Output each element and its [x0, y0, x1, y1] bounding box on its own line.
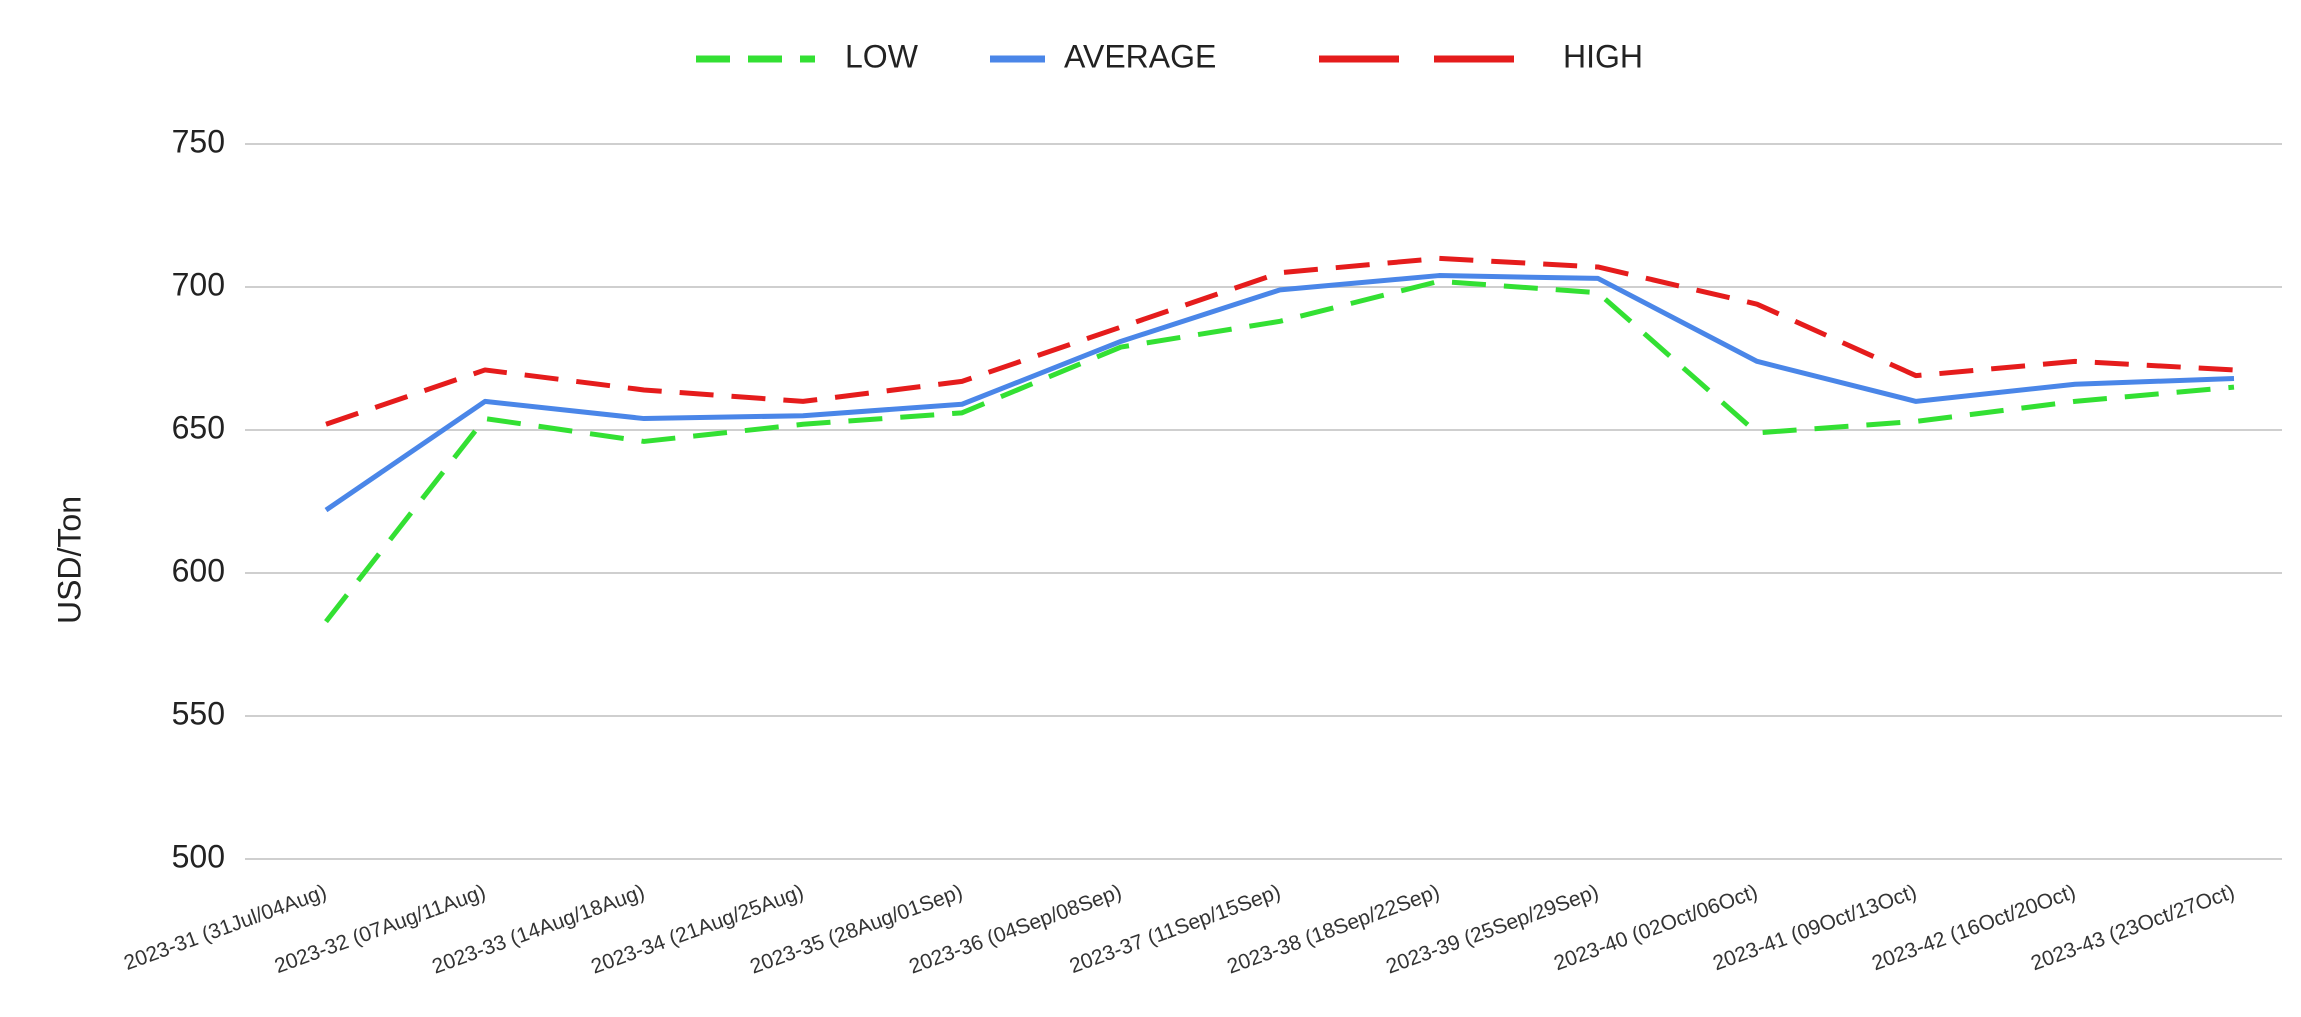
y-axis-label: USD/Ton	[51, 496, 87, 624]
series-line	[324, 273, 2235, 513]
y-tick-label: 750	[172, 123, 225, 159]
y-tick-label: 650	[172, 409, 225, 445]
y-tick-label: 600	[172, 552, 225, 588]
legend-label: AVERAGE	[1064, 38, 1216, 74]
legend-label: LOW	[845, 38, 919, 74]
series-line	[324, 278, 2235, 624]
legend-label: HIGH	[1563, 38, 1643, 74]
y-tick-label: 700	[172, 266, 225, 302]
series-line	[325, 255, 2235, 427]
y-tick-label: 500	[172, 838, 225, 874]
y-tick-label: 550	[172, 695, 225, 731]
